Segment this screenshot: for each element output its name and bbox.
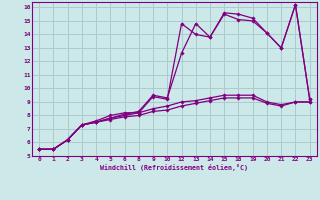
X-axis label: Windchill (Refroidissement éolien,°C): Windchill (Refroidissement éolien,°C) <box>100 164 248 171</box>
